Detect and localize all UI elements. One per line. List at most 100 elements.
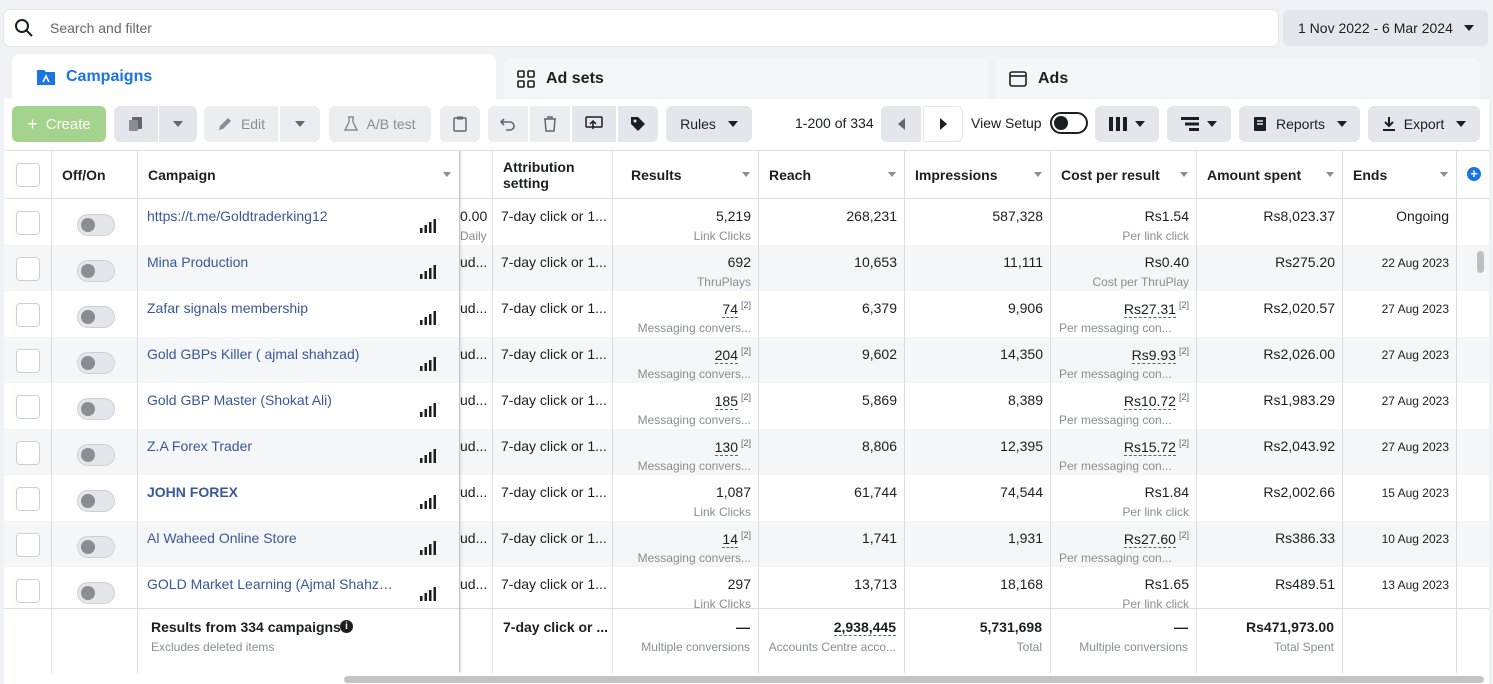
- campaign-name-link[interactable]: Mina Production: [147, 254, 249, 270]
- tab-campaigns[interactable]: Campaigns: [12, 54, 496, 100]
- column-cost-per-result[interactable]: Cost per result: [1051, 151, 1197, 199]
- performance-chart-icon[interactable]: [420, 357, 436, 371]
- row-checkbox[interactable]: [16, 349, 40, 373]
- table-row[interactable]: Mina Production ud... 7-day click or 1..…: [4, 245, 1489, 291]
- performance-chart-icon[interactable]: [420, 403, 436, 417]
- table-row[interactable]: https://t.me/Goldtraderking12 0.00 Daily…: [4, 199, 1489, 245]
- ab-test-button[interactable]: A/B test: [329, 106, 431, 142]
- column-ends[interactable]: Ends: [1343, 151, 1457, 199]
- column-campaign[interactable]: Campaign: [138, 151, 460, 199]
- vertical-scrollbar[interactable]: [1477, 251, 1484, 273]
- table-cell: [613, 567, 759, 613]
- performance-chart-icon[interactable]: [420, 541, 436, 555]
- table-row[interactable]: Z.A Forex Trader ud... 7-day click or 1.…: [4, 429, 1489, 475]
- campaign-toggle[interactable]: [77, 214, 115, 236]
- row-checkbox[interactable]: [16, 579, 40, 603]
- spent-value: Rs2,043.92: [1263, 438, 1335, 454]
- tab-ad-sets[interactable]: Ad sets: [504, 58, 988, 100]
- column-results[interactable]: Results: [613, 151, 759, 199]
- attribution-note[interactable]: [2]: [740, 392, 751, 402]
- tag-button[interactable]: [618, 106, 658, 142]
- row-checkbox[interactable]: [16, 303, 40, 327]
- attribution-note[interactable]: [2]: [1178, 392, 1189, 402]
- table-row[interactable]: JOHN FOREX ud... 7-day click or 1... 1,0…: [4, 475, 1489, 521]
- campaign-name-link[interactable]: Z.A Forex Trader: [147, 438, 253, 454]
- undo-button[interactable]: [488, 106, 528, 142]
- attribution-note[interactable]: [2]: [1178, 530, 1189, 540]
- attribution-note[interactable]: [2]: [740, 530, 751, 540]
- edit-button[interactable]: Edit: [204, 106, 278, 142]
- row-checkbox[interactable]: [16, 257, 40, 281]
- performance-chart-icon[interactable]: [420, 449, 436, 463]
- column-off-on[interactable]: Off/On: [52, 151, 138, 199]
- attribution-note[interactable]: [2]: [740, 300, 751, 310]
- row-checkbox[interactable]: [16, 533, 40, 557]
- table-row[interactable]: Zafar signals membership ud... 7-day cli…: [4, 291, 1489, 337]
- campaign-toggle[interactable]: [77, 352, 115, 374]
- duplicate-button[interactable]: [114, 106, 158, 142]
- select-all-checkbox[interactable]: [16, 163, 40, 187]
- campaign-toggle[interactable]: [77, 444, 115, 466]
- attribution-note[interactable]: [2]: [740, 346, 751, 356]
- campaign-toggle[interactable]: [77, 398, 115, 420]
- campaign-toggle[interactable]: [77, 306, 115, 328]
- preview-button[interactable]: [572, 106, 616, 142]
- search-bar[interactable]: [4, 10, 1278, 46]
- row-checkbox[interactable]: [16, 211, 40, 235]
- campaign-name-link[interactable]: JOHN FOREX: [147, 484, 239, 500]
- info-icon[interactable]: i: [340, 620, 353, 633]
- column-amount-spent[interactable]: Amount spent: [1197, 151, 1343, 199]
- create-button[interactable]: + Create: [12, 106, 106, 142]
- export-button[interactable]: Export: [1368, 106, 1480, 142]
- impressions-value: 14,350: [1000, 346, 1043, 362]
- performance-chart-icon[interactable]: [420, 219, 436, 233]
- column-reach[interactable]: Reach: [759, 151, 905, 199]
- columns-button[interactable]: [1095, 106, 1159, 142]
- campaign-name-link[interactable]: Gold GBP Master (Shokat Ali): [147, 392, 332, 408]
- table-row[interactable]: Gold GBP Master (Shokat Ali) ud... 7-day…: [4, 383, 1489, 429]
- campaign-name-link[interactable]: Zafar signals membership: [147, 300, 309, 316]
- prev-page-button[interactable]: [881, 106, 921, 142]
- row-checkbox[interactable]: [16, 395, 40, 419]
- view-setup-toggle[interactable]: [1050, 112, 1088, 134]
- horizontal-scrollbar[interactable]: [344, 676, 1484, 683]
- column-attribution[interactable]: Attribution setting: [493, 151, 613, 199]
- attribution-note[interactable]: [2]: [1178, 438, 1189, 448]
- campaign-name-link[interactable]: Gold GBPs Killer ( ajmal shahzad): [147, 346, 360, 362]
- row-checkbox[interactable]: [16, 441, 40, 465]
- campaign-name-link[interactable]: https://t.me/Goldtraderking12: [147, 208, 328, 224]
- table-row[interactable]: GOLD Market Learning (Ajmal Shahza... ud…: [4, 567, 1489, 613]
- campaign-toggle[interactable]: [77, 582, 115, 604]
- campaign-toggle[interactable]: [77, 536, 115, 558]
- tab-ads[interactable]: Ads: [996, 58, 1480, 100]
- spent-value: Rs386.33: [1275, 530, 1335, 546]
- performance-chart-icon[interactable]: [420, 587, 436, 601]
- table-row[interactable]: Al Waheed Online Store ud... 7-day click…: [4, 521, 1489, 567]
- performance-chart-icon[interactable]: [420, 265, 436, 279]
- duplicate-dropdown[interactable]: [159, 106, 197, 142]
- breakdown-button[interactable]: [1167, 106, 1231, 142]
- campaign-name-link[interactable]: Al Waheed Online Store: [147, 530, 297, 546]
- search-input[interactable]: [50, 10, 1250, 46]
- column-impressions[interactable]: Impressions: [905, 151, 1051, 199]
- attribution-note[interactable]: [2]: [740, 438, 751, 448]
- performance-chart-icon[interactable]: [420, 495, 436, 509]
- reports-button[interactable]: Reports: [1239, 106, 1360, 142]
- performance-chart-icon[interactable]: [420, 311, 436, 325]
- attribution-note[interactable]: [2]: [1178, 346, 1189, 356]
- delete-button[interactable]: [530, 106, 570, 142]
- next-page-button[interactable]: [923, 106, 963, 142]
- clipboard-button[interactable]: [440, 106, 480, 142]
- attribution-note[interactable]: [2]: [1178, 300, 1189, 310]
- table-row[interactable]: Gold GBPs Killer ( ajmal shahzad) ud... …: [4, 337, 1489, 383]
- reach-value: 61,744: [854, 484, 897, 500]
- edit-dropdown[interactable]: [280, 106, 320, 142]
- campaign-toggle[interactable]: [77, 490, 115, 512]
- plus-icon: +: [27, 114, 38, 134]
- rules-button[interactable]: Rules: [666, 106, 752, 142]
- date-range-picker[interactable]: 1 Nov 2022 - 6 Mar 2024: [1283, 10, 1488, 46]
- campaign-name-link[interactable]: GOLD Market Learning (Ajmal Shahza...: [147, 576, 397, 592]
- campaign-toggle[interactable]: [77, 260, 115, 282]
- add-column-icon[interactable]: +: [1467, 167, 1481, 181]
- row-checkbox[interactable]: [16, 487, 40, 511]
